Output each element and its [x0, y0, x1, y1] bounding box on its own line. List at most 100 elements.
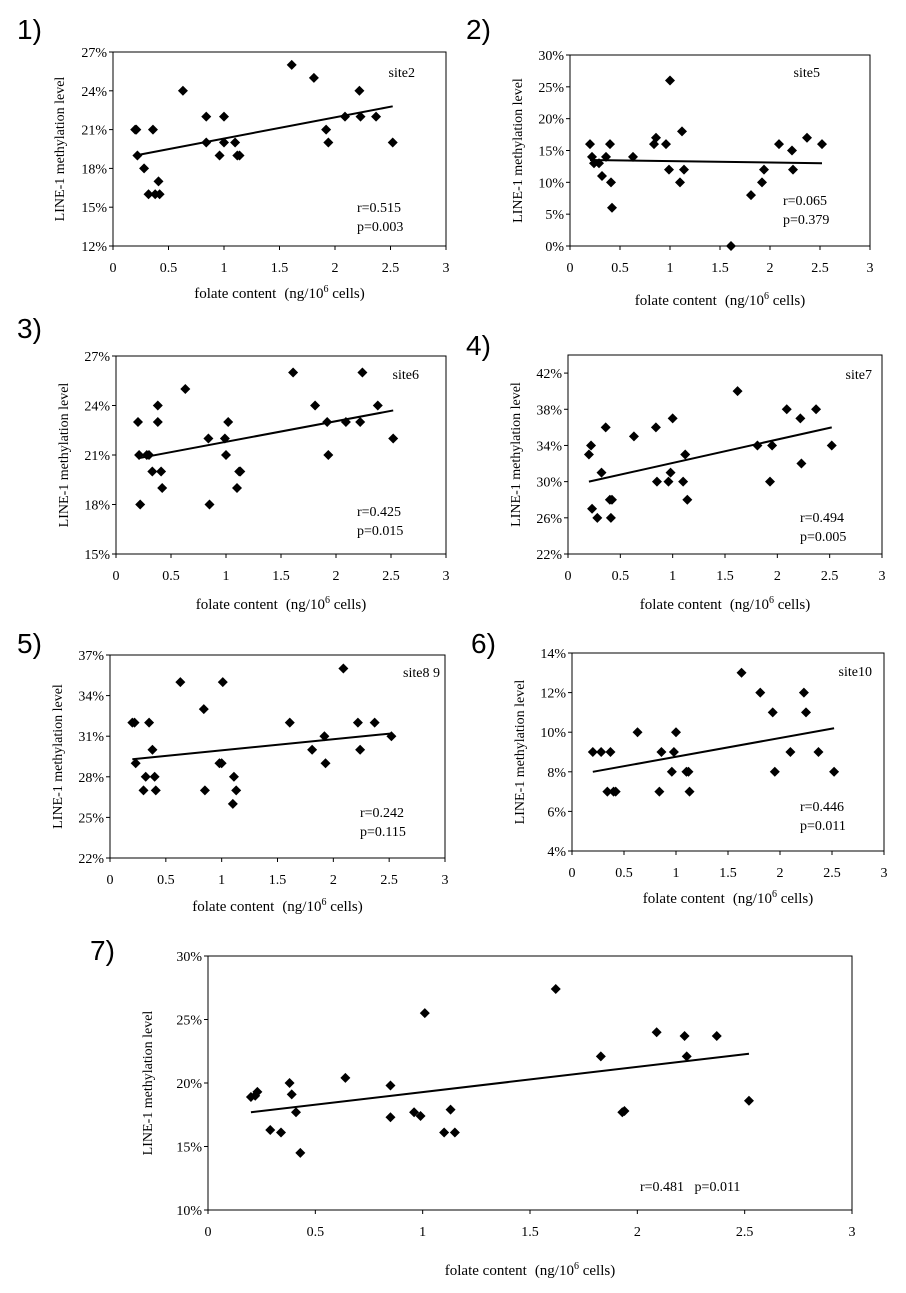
data-point [661, 139, 671, 150]
data-point [667, 413, 678, 424]
x-tick-label: 0.5 [160, 261, 178, 276]
stats-annotation: r=0.446 [800, 800, 844, 815]
data-point [216, 758, 227, 769]
x-tick-label: 2 [330, 873, 337, 888]
x-axis-label-main: folate content [640, 597, 723, 613]
data-point [131, 124, 142, 135]
y-tick-label: 42% [536, 367, 562, 382]
x-tick-label: 2.5 [382, 569, 400, 584]
x-axis-label-unit: (ng/10 [535, 1263, 574, 1279]
data-point [180, 384, 191, 394]
x-tick-label: 2.5 [821, 569, 839, 584]
x-tick-label: 0 [107, 873, 114, 888]
x-tick-label: 1 [669, 569, 676, 584]
y-axis-label: LINE-1 methylation level [141, 1011, 156, 1156]
x-axis-label: folate content (ng/106 cells) [192, 897, 362, 915]
data-point [201, 137, 212, 148]
data-point [798, 687, 809, 698]
x-tick-label: 2 [774, 569, 781, 584]
data-point [726, 241, 736, 251]
data-point [308, 72, 319, 83]
data-point [307, 744, 318, 755]
data-point [147, 124, 158, 135]
data-point [632, 727, 643, 738]
y-tick-label: 12% [81, 240, 107, 255]
y-tick-label: 34% [536, 439, 562, 454]
x-tick-label: 1.5 [711, 261, 729, 276]
data-point [600, 422, 611, 433]
x-axis-label: folate content (ng/106 cells) [640, 595, 810, 613]
data-point [587, 503, 598, 514]
data-point [597, 170, 607, 181]
data-point [785, 747, 796, 757]
data-point [767, 707, 778, 718]
y-axis-label: LINE-1 methylation level [57, 383, 72, 528]
data-point [602, 786, 613, 797]
x-axis-label-superscript: 6 [772, 889, 777, 900]
data-point [677, 126, 687, 137]
data-point [605, 512, 616, 523]
data-point [767, 440, 778, 451]
data-point [135, 499, 146, 510]
x-axis-label-unit: (ng/10 [725, 293, 764, 309]
x-axis-label-main: folate content [196, 597, 279, 613]
data-point [357, 367, 368, 378]
data-point [605, 747, 616, 757]
data-point [752, 440, 763, 451]
data-point [386, 731, 397, 742]
data-point [338, 663, 349, 674]
x-tick-label: 3 [443, 569, 450, 584]
data-point [743, 1095, 754, 1106]
stats-annotation: r=0.515 [357, 201, 401, 216]
x-axis-label-unit: (ng/10 [733, 891, 772, 907]
data-point [684, 786, 695, 797]
data-point [619, 1105, 630, 1116]
panel-label-3: 3) [17, 313, 42, 344]
x-axis-label-main: folate content [192, 899, 275, 915]
x-axis-label-superscript: 6 [325, 595, 330, 606]
data-point [139, 163, 150, 174]
x-axis-label-superscript: 6 [323, 284, 328, 295]
x-axis-label: folate content (ng/106 cells) [635, 291, 805, 309]
y-tick-label: 27% [84, 350, 110, 365]
y-tick-label: 0% [545, 240, 564, 255]
data-point [755, 687, 766, 698]
data-point [150, 785, 161, 796]
data-point [732, 386, 743, 397]
data-point [671, 727, 681, 738]
data-point [310, 400, 321, 411]
data-point [323, 137, 334, 148]
data-point [663, 476, 674, 487]
x-tick-label: 0 [569, 866, 576, 881]
data-point [628, 431, 639, 442]
data-point [154, 189, 165, 200]
y-axis-label: LINE-1 methylation level [53, 77, 68, 222]
data-point [157, 483, 168, 493]
data-point [769, 766, 780, 777]
stats-annotation: p=0.015 [357, 524, 403, 539]
data-point [231, 785, 242, 796]
site-annotation: site2 [389, 66, 415, 81]
x-axis-label-unit-end: cells) [579, 1263, 615, 1279]
data-point [596, 747, 607, 757]
data-point [801, 707, 811, 718]
y-tick-label: 18% [84, 499, 110, 514]
data-point [265, 1124, 276, 1135]
data-point [651, 476, 662, 487]
x-tick-label: 1.5 [272, 569, 290, 584]
data-point [826, 440, 837, 451]
x-axis-label-unit: (ng/10 [730, 597, 769, 613]
data-point [788, 164, 798, 175]
x-tick-label: 2.5 [811, 261, 829, 276]
data-point [371, 111, 382, 122]
y-axis-label: LINE-1 methylation level [509, 382, 524, 527]
data-point [219, 137, 229, 148]
data-point [144, 717, 155, 728]
x-tick-label: 0 [205, 1225, 212, 1240]
trend-line [132, 732, 392, 761]
data-point [227, 798, 238, 809]
data-point [252, 1086, 263, 1097]
data-point [286, 59, 297, 70]
y-tick-label: 22% [78, 852, 104, 867]
